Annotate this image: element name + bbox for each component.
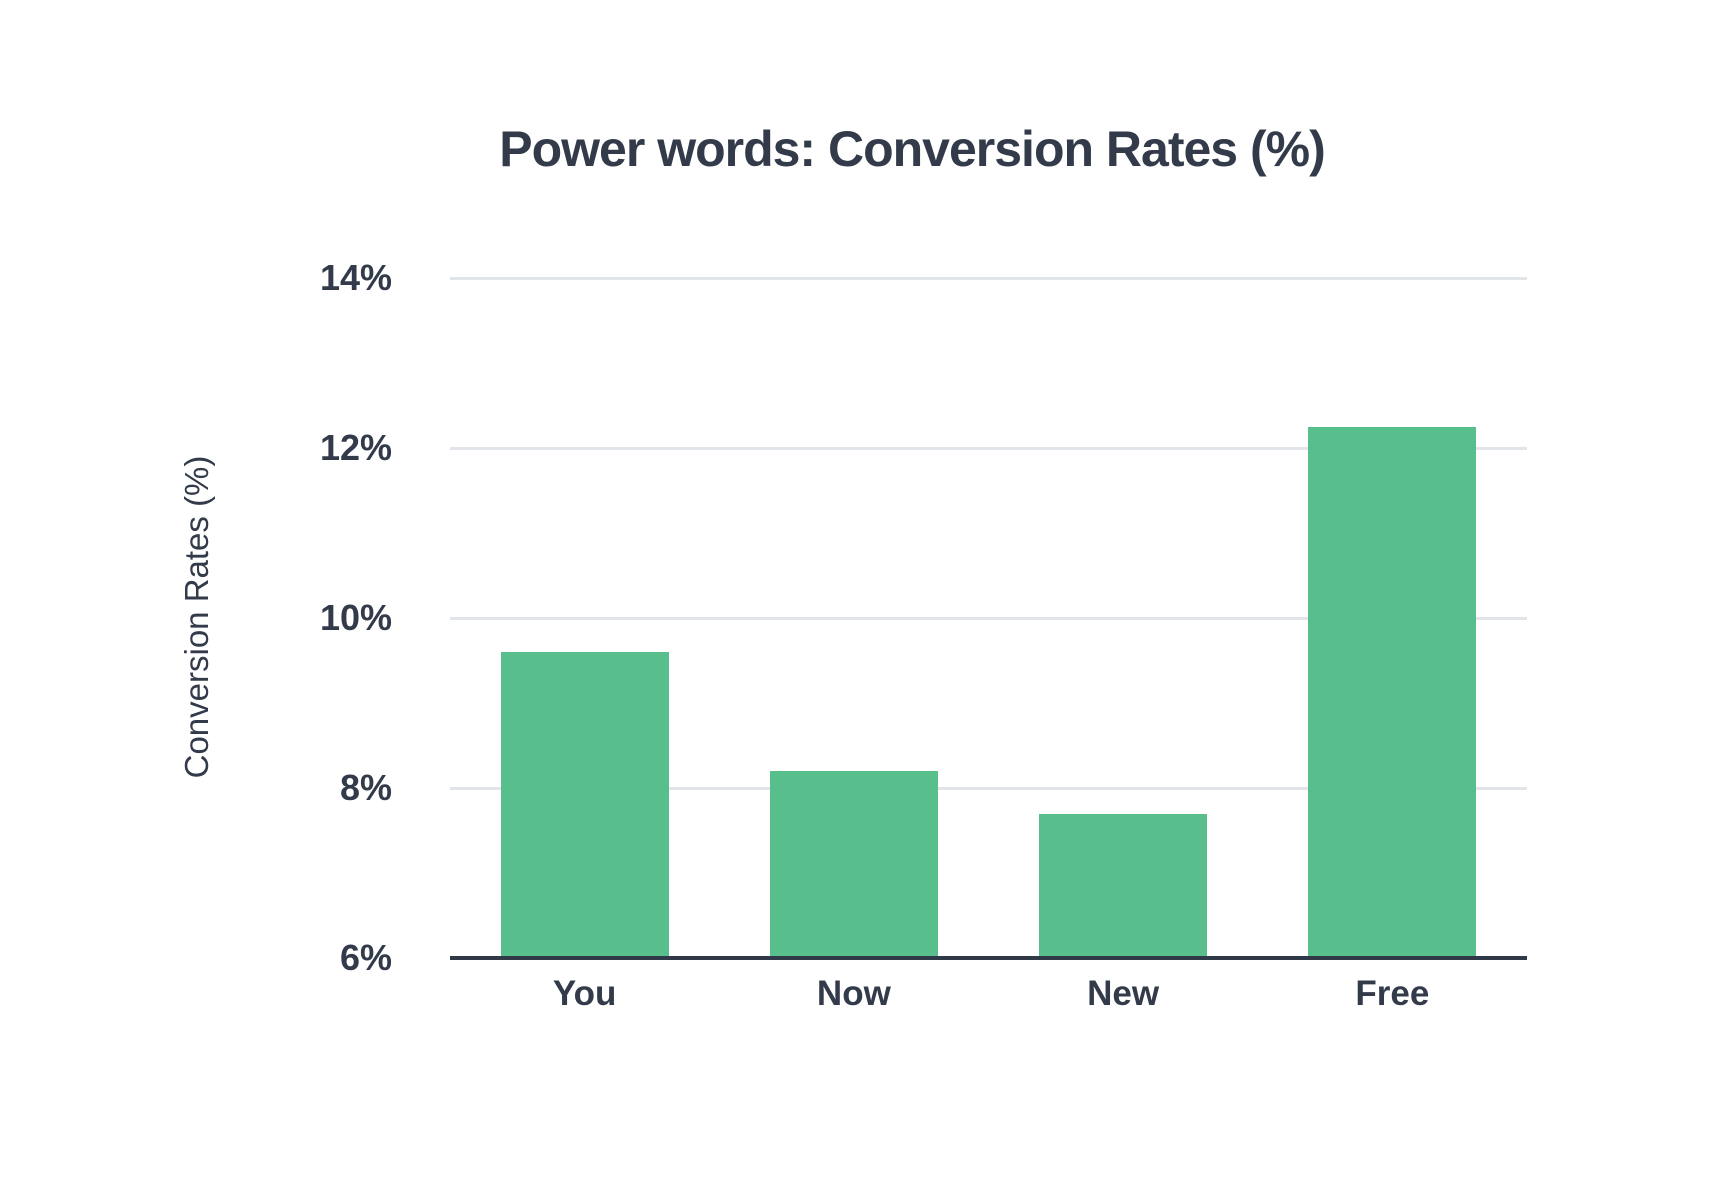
x-label-free: Free	[1355, 974, 1430, 1013]
x-label-now: Now	[816, 974, 891, 1013]
y-tick-label-12%: 12%	[319, 427, 392, 468]
x-axis-line	[450, 956, 1527, 960]
chart-title: Power words: Conversion Rates (%)	[499, 121, 1325, 177]
bar-you	[500, 652, 669, 958]
gridline-10%	[450, 616, 1527, 620]
y-tick-label-8%: 8%	[339, 767, 392, 808]
bar-free	[1308, 426, 1477, 958]
y-tick-label-6%: 6%	[339, 937, 392, 978]
x-label-new: New	[1087, 974, 1160, 1013]
x-label-you: You	[552, 974, 617, 1013]
bar-now	[769, 771, 938, 958]
bar-new	[1039, 813, 1208, 958]
gridline-14%	[450, 276, 1527, 280]
y-tick-label-14%: 14%	[319, 257, 392, 298]
gridline-8%	[450, 786, 1527, 790]
y-tick-label-10%: 10%	[319, 597, 392, 638]
gridline-12%	[450, 446, 1527, 450]
